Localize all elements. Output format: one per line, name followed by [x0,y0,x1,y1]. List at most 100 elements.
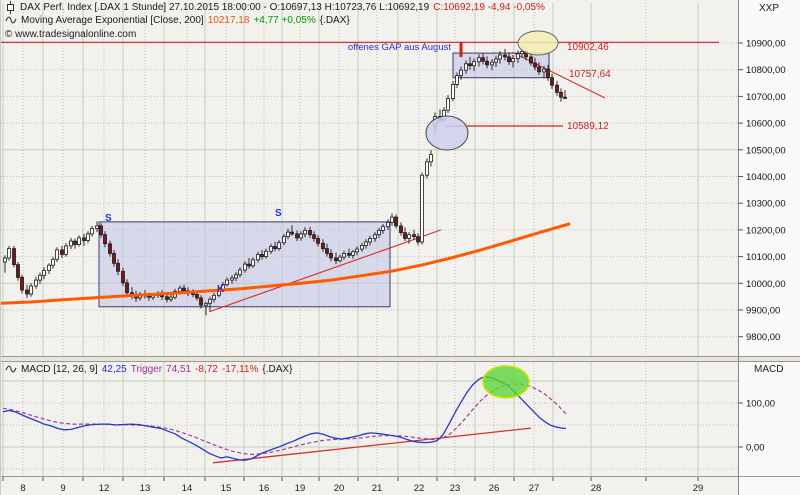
trend-line [511,51,606,99]
date-tick-label: 21 [372,483,383,494]
candle-body [455,75,459,85]
instrument-title: DAX Perf. Index [.DAX 1 Stunde] 27.10.20… [20,2,430,13]
candle-body [290,231,294,235]
candle-body [299,233,303,239]
candle-body [7,248,11,259]
candle-body [251,259,255,267]
date-tick-label: 22 [414,483,425,494]
candle-body [195,294,199,299]
candle-body [321,242,325,250]
price-tick-label: 10700,00 [746,92,786,103]
price-tick-label: 10200,00 [746,225,786,236]
date-tick-label: 20 [334,483,345,494]
candle-body [38,274,42,281]
candle-body [377,229,381,236]
candle-body [416,236,420,243]
candle-body [16,264,20,278]
candle-body [355,248,359,253]
price-tick-label: 10500,00 [746,145,786,156]
price-level-label: 10757,64 [569,69,611,80]
date-tick-label: 28 [591,483,602,494]
candle-body [86,233,90,241]
candle-body [364,241,368,246]
candle-body [99,225,103,236]
candle-body [247,263,251,267]
date-tick-label: 19 [295,483,306,494]
candle-body [169,296,173,300]
macd-change: -8,72 [195,363,218,375]
swing-letter: K [217,284,225,295]
macd-label: MACD [12, 26, 9] [21,363,98,375]
candle-body [334,257,338,262]
candle-body [403,232,407,239]
price-tick-label: 9800,00 [746,332,780,343]
candle-body [199,297,203,306]
price-scale-label: XXP [759,3,780,14]
candle-body [394,216,398,227]
candle-body [3,257,7,263]
macd-trend-line [212,427,532,464]
macd-scale-label: MACD [754,364,784,375]
macd-cross-ellipse [482,365,530,399]
candle-body [316,238,320,244]
price-tick-label: 10100,00 [746,252,786,263]
candle-body [494,58,498,63]
indicator-wave-icon [5,16,17,24]
candle-body [472,61,476,67]
candle-body [429,154,433,163]
date-tick-label: 13 [140,483,151,494]
candle-body [386,221,390,228]
macd-change-pct: -17,11% [221,363,259,375]
date-tick-label: 14 [182,483,193,494]
ema-change: +4,77 +0,05% [253,14,316,26]
candle-body [273,246,277,249]
candle-body [338,256,342,262]
candle-body [329,252,333,259]
candle-body [390,216,394,223]
candle-body [308,229,312,236]
candle-body [351,251,355,256]
panel-divider [1,357,800,361]
indicator-wave-icon [5,365,17,373]
candle-body [529,56,533,64]
candle-body [511,58,515,63]
candle-body [29,285,33,295]
candle-body [20,276,24,291]
candle-body [108,243,112,254]
macd-symbol: {.DAX} [262,363,293,375]
candle-body [550,77,554,86]
candle-body [555,84,559,93]
price-tick-label: 9900,00 [746,306,780,317]
ema-value: 10217,18 [207,14,250,26]
candle-body [373,234,377,239]
candle-body [303,229,307,235]
candlestick-icon [7,1,14,14]
candle-body [559,92,563,98]
date-tick-label: 8 [20,483,25,494]
candle-body [516,53,520,59]
candle-body [468,63,472,67]
candle-body [507,56,511,63]
candle-body [503,54,507,58]
macd-tick-label: 100,00 [746,399,775,410]
candle-body [451,84,455,100]
watermark: © www.tradesignalonline.com [5,29,137,40]
candle-body [269,246,273,252]
candle-body [47,264,51,271]
candle-body [477,57,481,63]
date-tick-label: 9 [60,483,65,494]
candle-body [12,248,16,266]
candle-body [312,234,316,239]
candle-body [243,263,247,271]
candle-body [485,60,489,66]
instrument-close-change: C:10692,19 -4,94 -0,05% [433,2,545,13]
candle-body [95,225,99,229]
candle-body [295,233,299,239]
instrument-header-row: DAX Perf. Index [.DAX 1 Stunde] 27.10.20… [5,1,545,14]
candle-body [325,248,329,254]
candle-body [342,252,346,258]
candle-body [147,295,151,298]
candle-body [520,51,524,54]
